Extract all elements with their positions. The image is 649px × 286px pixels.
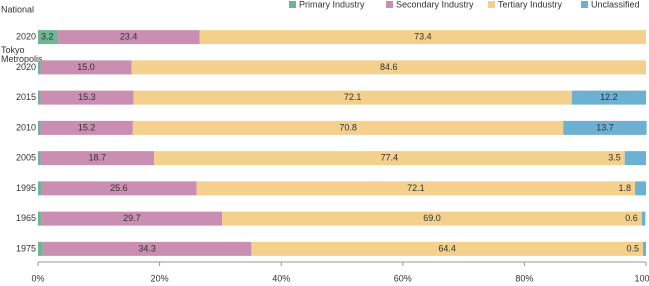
- y-tick-label: 1995: [16, 183, 36, 193]
- x-tick-label: 80%: [515, 273, 533, 283]
- value-label: 34.3: [138, 243, 156, 253]
- legend-swatch: [488, 1, 495, 8]
- bar-segment: [38, 90, 41, 105]
- value-label: 70.8: [339, 122, 357, 132]
- bar-segment: [132, 120, 564, 135]
- bar-segment: [38, 60, 41, 75]
- y-tick-label: 2005: [16, 153, 36, 163]
- value-label: 69.0: [423, 213, 441, 223]
- value-label: 0.5: [626, 243, 639, 253]
- bar-segment: [41, 211, 223, 226]
- bar-segment: [40, 120, 133, 135]
- value-label: 1.8: [619, 183, 632, 193]
- bar-segment: [40, 60, 132, 75]
- value-label: 3.5: [608, 153, 621, 163]
- bar-segment: [41, 181, 197, 196]
- value-label: 77.4: [381, 153, 399, 163]
- bar-segment: [624, 151, 646, 166]
- legend-swatch: [386, 1, 393, 8]
- legend-swatch: [289, 1, 296, 8]
- y-tick-label: National: [1, 5, 34, 15]
- x-tick-label: 0%: [31, 273, 44, 283]
- value-label: 15.2: [78, 122, 96, 132]
- x-tick-label: 100%: [634, 273, 649, 283]
- x-tick-label: 40%: [272, 273, 290, 283]
- bar-segment: [40, 151, 155, 166]
- legend-swatch: [581, 1, 588, 8]
- y-tick-label: Tokyo: [1, 45, 25, 55]
- bar-segment: [642, 241, 646, 256]
- bar-segment: [133, 90, 572, 105]
- value-label: 0.6: [625, 213, 638, 223]
- bar-segment: [38, 211, 42, 226]
- y-tick-label: Metropolis: [1, 54, 43, 64]
- x-tick-label: 20%: [151, 273, 169, 283]
- bar-segment: [38, 120, 41, 135]
- bar-segment: [57, 30, 200, 45]
- bar-segment: [222, 211, 642, 226]
- y-tick-label: 1965: [16, 213, 36, 223]
- value-label: 84.6: [380, 62, 398, 72]
- value-label: 72.1: [344, 92, 362, 102]
- value-label: 18.7: [89, 153, 107, 163]
- bar-segment: [40, 90, 134, 105]
- bar-segment: [38, 241, 43, 256]
- value-label: 13.7: [596, 122, 614, 132]
- bar-segment: [563, 120, 647, 135]
- bar-segment: [199, 30, 646, 45]
- bar-segment: [38, 181, 42, 196]
- y-tick-label: 2015: [16, 92, 36, 102]
- value-label: 29.7: [123, 213, 141, 223]
- bar-segment: [641, 211, 646, 226]
- bar-segment: [635, 181, 646, 196]
- value-label: 15.0: [77, 62, 95, 72]
- legend-label: Primary Industry: [299, 0, 365, 9]
- value-label: 73.4: [414, 32, 432, 42]
- value-label: 23.4: [120, 32, 138, 42]
- legend-label: Secondary Industry: [396, 0, 474, 9]
- y-tick-label: 1975: [16, 243, 36, 253]
- bar-segment: [571, 90, 646, 105]
- legend-label: Unclassified: [591, 0, 640, 9]
- bar-segment: [131, 60, 646, 75]
- value-label: 64.4: [438, 243, 456, 253]
- bar-segment: [38, 151, 41, 166]
- bar-segment: [251, 241, 643, 256]
- bar-segment: [42, 241, 252, 256]
- value-label: 12.2: [600, 92, 618, 102]
- value-label: 15.3: [78, 92, 96, 102]
- y-tick-label: 2020: [16, 32, 36, 42]
- value-label: 25.6: [110, 183, 128, 193]
- legend-label: Tertiary Industry: [498, 0, 563, 9]
- value-label: 3.2: [41, 32, 54, 42]
- x-tick-label: 60%: [394, 273, 412, 283]
- value-label: 72.1: [407, 183, 425, 193]
- y-tick-label: 2020: [16, 62, 36, 72]
- bar-segment: [196, 181, 636, 196]
- bar-segment: [38, 30, 58, 45]
- bar-segment: [154, 151, 625, 166]
- y-tick-label: 2010: [16, 122, 36, 132]
